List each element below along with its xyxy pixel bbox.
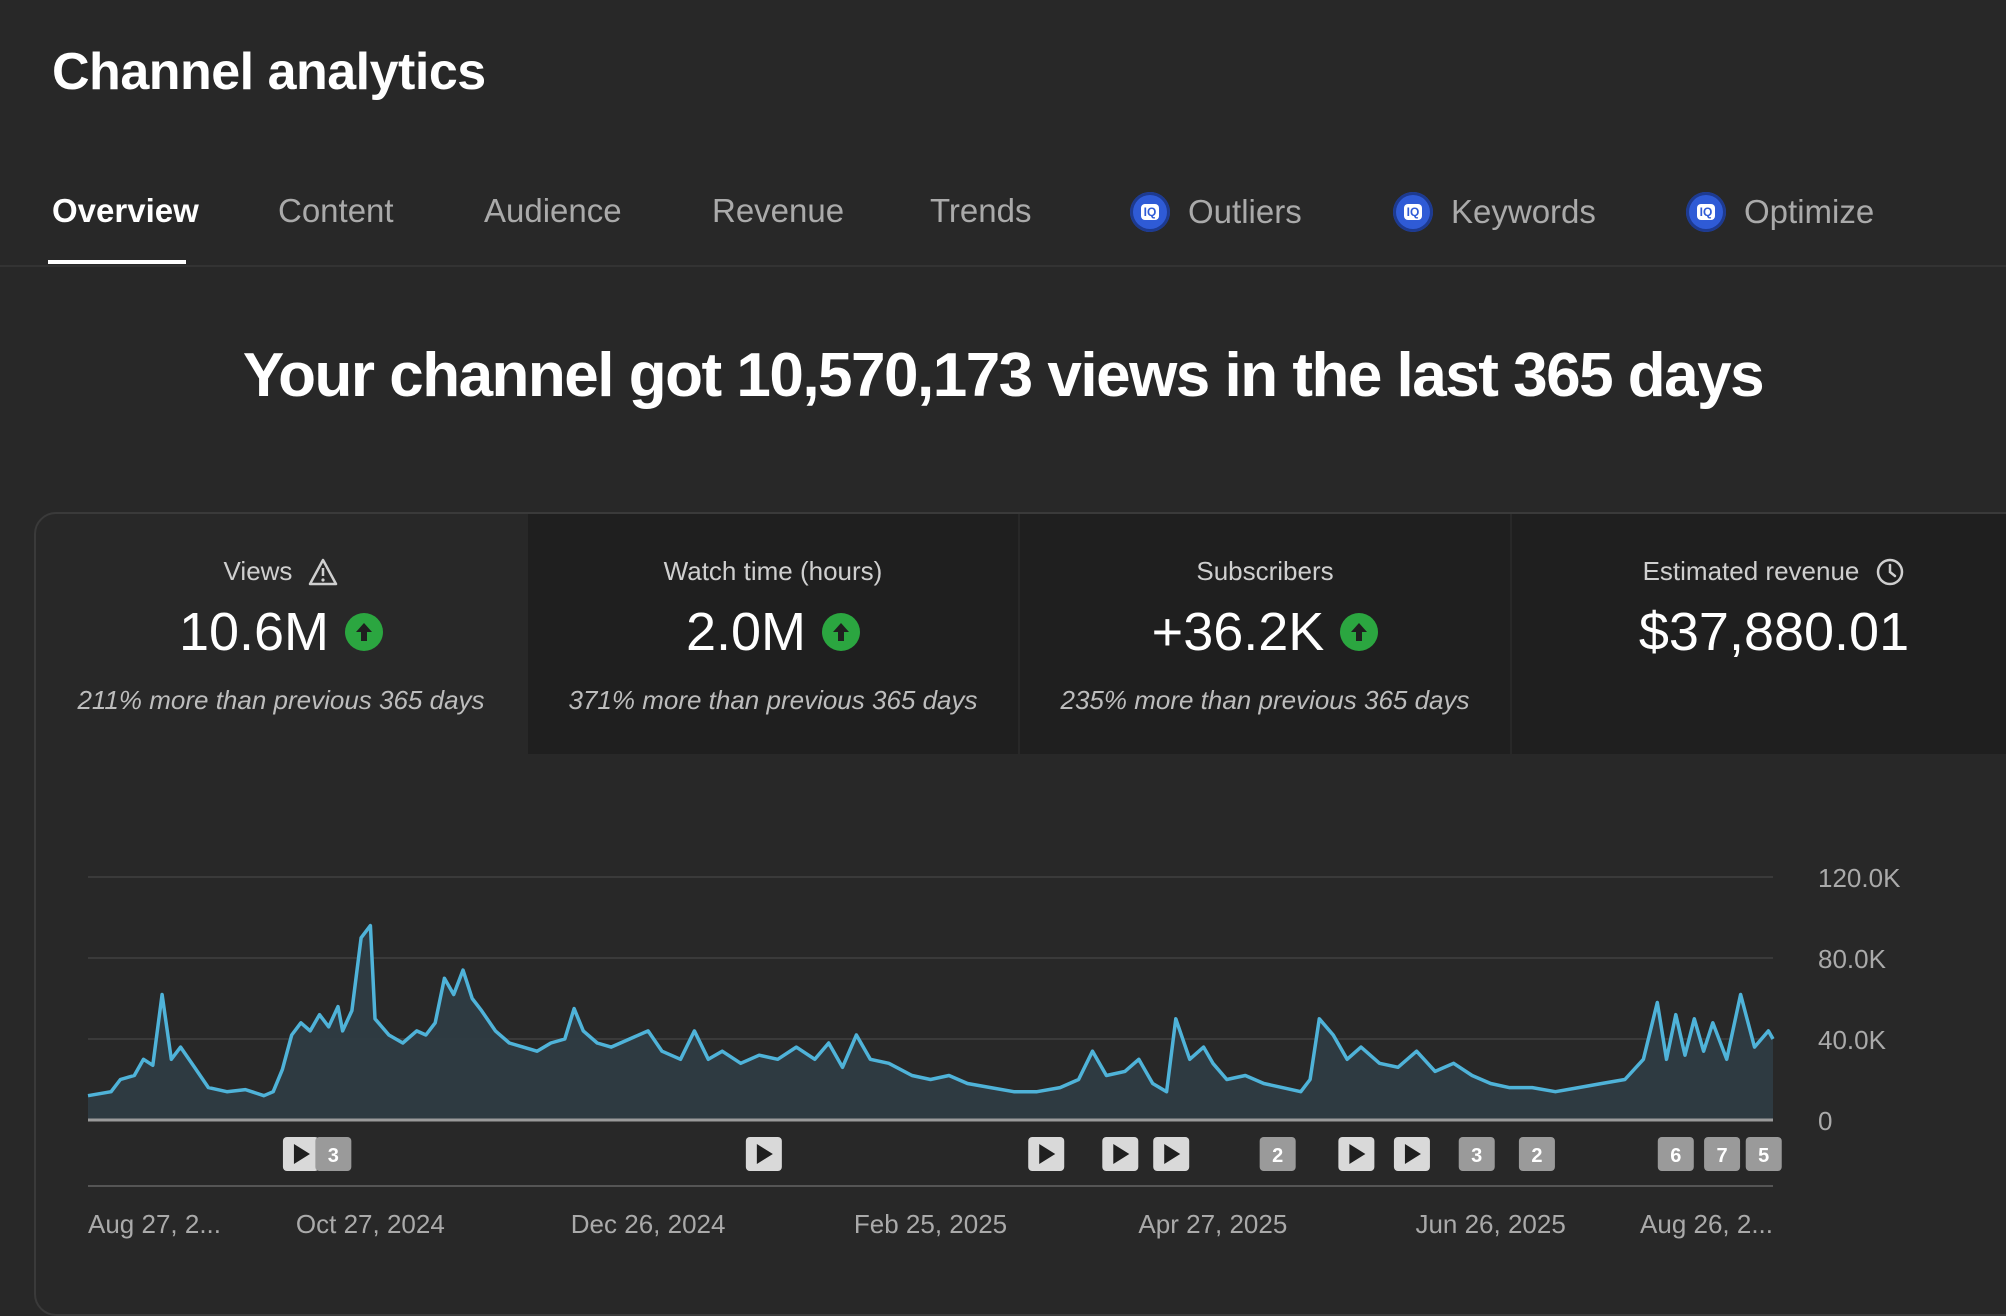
play-icon: [1349, 1144, 1366, 1164]
vidiq-badge-icon: IQ: [1130, 192, 1170, 232]
video-marker[interactable]: [1028, 1137, 1065, 1171]
vidiq-badge-icon: IQ: [1686, 192, 1726, 232]
count-marker-label: 3: [328, 1145, 339, 1167]
metric-subscribers[interactable]: Subscribers +36.2K 235% more than previo…: [1020, 514, 1510, 754]
metric-note: 235% more than previous 365 days: [1060, 685, 1470, 715]
video-count-marker[interactable]: 6: [1657, 1137, 1694, 1171]
y-tick-label: 80.0K: [1818, 944, 1887, 974]
video-marker[interactable]: [1153, 1137, 1190, 1171]
x-tick-label: Aug 27, 2...: [88, 1209, 221, 1239]
views-line: [87, 923, 1775, 1098]
analytics-card: Views 10.6M 211% more than previous 365 …: [34, 512, 2006, 1316]
tab-label: Keywords: [1451, 193, 1596, 230]
tab-trends[interactable]: Trends: [930, 192, 1032, 229]
play-icon: [1113, 1144, 1130, 1164]
play-icon: [756, 1144, 773, 1164]
count-marker-box: [1704, 1137, 1741, 1171]
play-icon: [1039, 1144, 1056, 1164]
x-tick-label: Apr 27, 2025: [1138, 1209, 1287, 1239]
warning-icon[interactable]: [308, 558, 338, 586]
video-marker[interactable]: [1338, 1137, 1375, 1171]
metric-value: $37,880.01: [1638, 602, 1910, 662]
x-tick-label: Aug 26, 2...: [1640, 1209, 1773, 1239]
count-marker-box: [1259, 1137, 1296, 1171]
tab-outliers[interactable]: IQ Outliers: [1130, 192, 1302, 232]
tab-audience[interactable]: Audience: [484, 192, 622, 229]
active-tab-indicator: [48, 260, 186, 264]
arrow-up-icon: [1340, 613, 1379, 651]
count-marker-label: 7: [1717, 1145, 1728, 1167]
metric-label: Estimated revenue: [1642, 556, 1860, 586]
count-marker-box: [315, 1137, 352, 1171]
video-count-marker[interactable]: 3: [1458, 1137, 1495, 1171]
arrow-up-icon: [345, 613, 384, 651]
views-chart[interactable]: 120.0K 80.0K 40.0K 0 3 2 3 2 6 7 5 Aug 27, 2... Oct …: [0, 0, 2006, 1278]
metric-value: 2.0M: [685, 602, 807, 662]
tab-content[interactable]: Content: [278, 192, 394, 229]
x-tick-label: Feb 25, 2025: [854, 1209, 1007, 1239]
count-marker-box: [1458, 1137, 1495, 1171]
y-tick-label: 40.0K: [1818, 1025, 1887, 1055]
y-tick-label: 120.0K: [1818, 863, 1901, 893]
metric-note: 211% more than previous 365 days: [77, 685, 485, 715]
x-tick-label: Dec 26, 2024: [571, 1209, 726, 1239]
tab-keywords[interactable]: IQ Keywords: [1393, 192, 1596, 232]
metric-watch-time[interactable]: Watch time (hours) 2.0M 371% more than p…: [528, 514, 1018, 754]
tab-label: Optimize: [1744, 193, 1875, 230]
x-tick-label: Oct 27, 2024: [296, 1209, 445, 1239]
video-count-marker[interactable]: 3: [315, 1137, 352, 1171]
tab-optimize[interactable]: IQ Optimize: [1686, 192, 1874, 232]
count-marker-label: 2: [1272, 1145, 1283, 1167]
metric-value: 10.6M: [178, 602, 330, 662]
count-marker-box: [1518, 1137, 1555, 1171]
tab-overview[interactable]: Overview: [52, 192, 199, 229]
video-count-marker[interactable]: 2: [1259, 1137, 1296, 1171]
count-marker-label: 6: [1670, 1145, 1681, 1167]
count-marker-label: 5: [1758, 1145, 1769, 1167]
video-count-marker[interactable]: 5: [1745, 1137, 1782, 1171]
video-marker[interactable]: [745, 1137, 782, 1171]
metric-value: +36.2K: [1151, 602, 1325, 662]
metric-note: 371% more than previous 365 days: [568, 685, 978, 715]
count-marker-box: [1657, 1137, 1694, 1171]
views-headline: Your channel got 10,570,173 views in the…: [242, 341, 1765, 410]
metric-label: Subscribers: [1196, 556, 1334, 586]
count-marker-box: [1745, 1137, 1782, 1171]
tab-bar: Overview Content Audience Revenue Trends…: [0, 170, 2006, 267]
video-marker[interactable]: [1393, 1137, 1430, 1171]
metric-estimated-revenue[interactable]: Estimated revenue $37,880.01: [1512, 514, 2006, 754]
clock-icon[interactable]: [1875, 557, 1905, 587]
y-tick-label: 0: [1818, 1106, 1832, 1136]
vidiq-badge-icon: IQ: [1393, 192, 1433, 232]
play-icon: [1164, 1144, 1181, 1164]
count-marker-label: 3: [1471, 1145, 1482, 1167]
video-count-marker[interactable]: 2: [1518, 1137, 1555, 1171]
page-title: Channel analytics: [52, 43, 486, 101]
tab-label: Outliers: [1188, 193, 1302, 230]
views-area: [88, 925, 1773, 1120]
play-icon: [293, 1144, 310, 1164]
play-icon: [1404, 1144, 1421, 1164]
metric-label: Views: [223, 556, 293, 586]
tab-revenue[interactable]: Revenue: [712, 192, 845, 229]
arrow-up-icon: [822, 613, 861, 651]
metric-label: Watch time (hours): [663, 556, 883, 586]
metric-views[interactable]: Views 10.6M 211% more than previous 365 …: [36, 514, 526, 754]
x-tick-label: Jun 26, 2025: [1415, 1209, 1565, 1239]
count-marker-label: 2: [1531, 1145, 1542, 1167]
video-marker[interactable]: [1102, 1137, 1139, 1171]
video-marker[interactable]: [282, 1137, 319, 1171]
video-count-marker[interactable]: 7: [1704, 1137, 1741, 1171]
